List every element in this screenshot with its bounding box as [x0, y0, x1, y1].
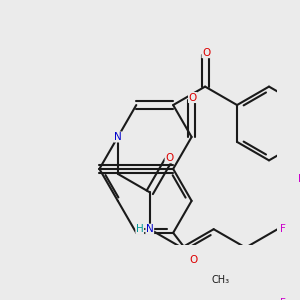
Text: F: F	[298, 174, 300, 184]
Text: F: F	[280, 224, 286, 234]
Text: H: H	[136, 224, 144, 234]
Text: O: O	[202, 48, 210, 58]
Text: O: O	[165, 153, 173, 163]
Text: N: N	[146, 224, 154, 234]
Text: CH₃: CH₃	[212, 274, 230, 285]
Text: O: O	[188, 92, 197, 103]
Text: F: F	[280, 298, 286, 300]
Text: N: N	[114, 132, 122, 142]
Text: O: O	[189, 255, 197, 265]
